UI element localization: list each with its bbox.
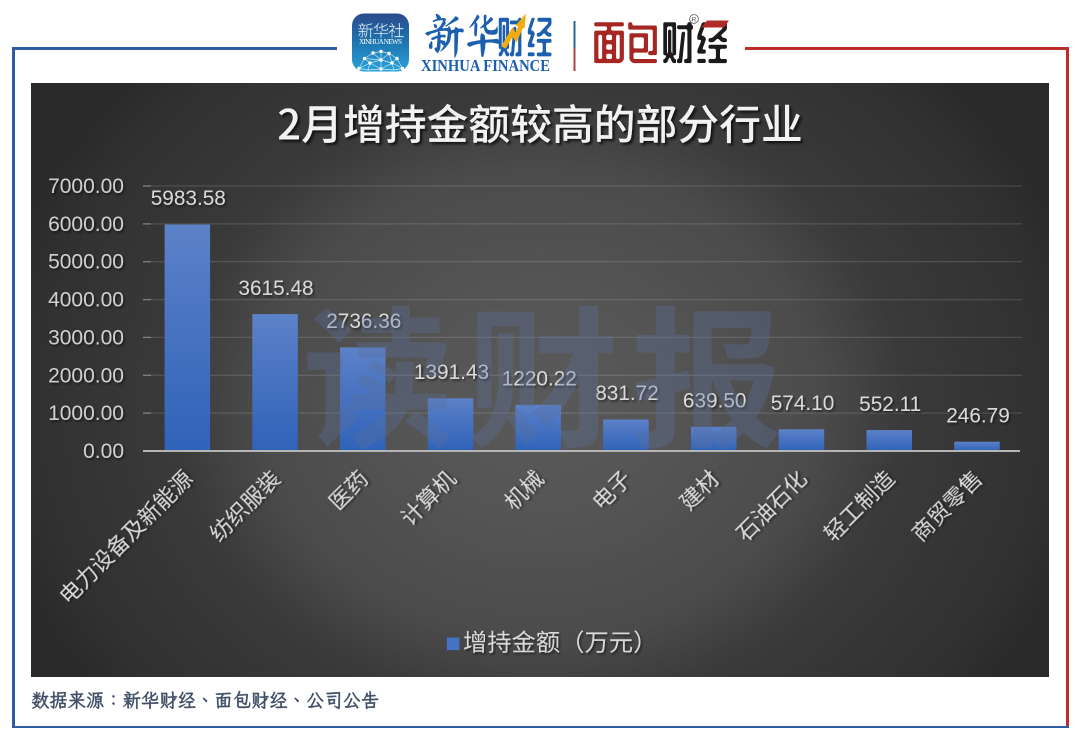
svg-text:7000.00: 7000.00 — [48, 175, 124, 198]
svg-text:4000.00: 4000.00 — [48, 289, 124, 312]
svg-text:6000.00: 6000.00 — [48, 213, 124, 236]
svg-text:639.50: 639.50 — [683, 390, 747, 413]
svg-text:3615.48: 3615.48 — [238, 277, 313, 300]
svg-text:574.10: 574.10 — [771, 392, 835, 415]
svg-text:1220.22: 1220.22 — [502, 368, 577, 391]
svg-text:5983.58: 5983.58 — [151, 187, 226, 210]
svg-text:XINHUA NEWS: XINHUA NEWS — [359, 38, 402, 46]
svg-text:3000.00: 3000.00 — [48, 326, 124, 349]
svg-text:5000.00: 5000.00 — [48, 251, 124, 274]
svg-text:0.00: 0.00 — [83, 440, 124, 463]
svg-text:2736.36: 2736.36 — [326, 310, 401, 333]
svg-text:552.11: 552.11 — [859, 393, 921, 416]
svg-text:831.72: 831.72 — [595, 382, 659, 405]
svg-text:1000.00: 1000.00 — [48, 402, 124, 425]
svg-text:1391.43: 1391.43 — [414, 361, 489, 384]
svg-text:2000.00: 2000.00 — [48, 364, 124, 387]
svg-text:XINHUA FINANCE: XINHUA FINANCE — [421, 56, 550, 75]
svg-text:R: R — [692, 17, 697, 24]
svg-text:246.79: 246.79 — [946, 404, 1010, 427]
